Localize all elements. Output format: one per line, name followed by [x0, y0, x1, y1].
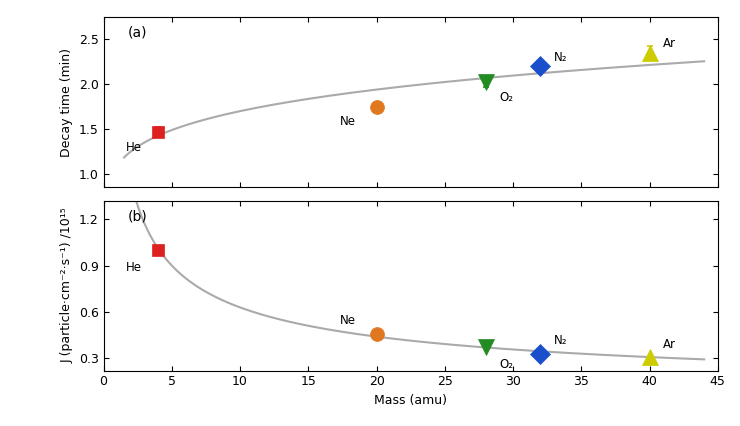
Text: O₂: O₂ — [500, 91, 514, 104]
Text: He: He — [126, 141, 142, 153]
X-axis label: Mass (amu): Mass (amu) — [374, 394, 447, 407]
Text: Ar: Ar — [663, 337, 676, 351]
Text: (a): (a) — [128, 26, 148, 40]
Text: (b): (b) — [128, 209, 148, 223]
Text: Ne: Ne — [340, 115, 356, 129]
Text: He: He — [126, 261, 142, 274]
Text: O₂: O₂ — [500, 358, 514, 371]
Text: Ne: Ne — [340, 314, 356, 327]
Y-axis label: J (particle·cm⁻²·s⁻¹) /10¹⁵: J (particle·cm⁻²·s⁻¹) /10¹⁵ — [60, 208, 73, 363]
Text: N₂: N₂ — [554, 334, 568, 348]
Text: Ar: Ar — [663, 37, 676, 50]
Text: N₂: N₂ — [554, 51, 568, 63]
Y-axis label: Decay time (min): Decay time (min) — [60, 48, 73, 156]
